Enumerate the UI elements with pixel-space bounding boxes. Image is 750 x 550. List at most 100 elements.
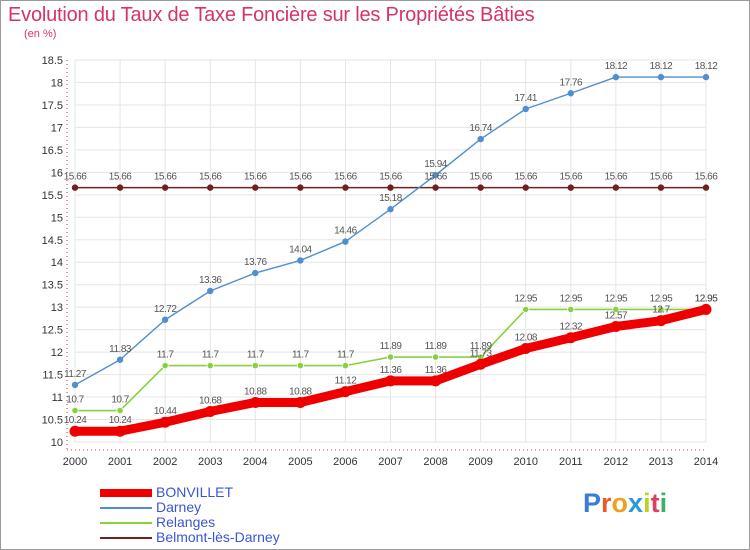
y-tick-label: 16.5: [42, 145, 63, 157]
legend-swatch: [100, 537, 152, 539]
series-darney: [71, 73, 710, 389]
y-tick-label: 10: [51, 437, 63, 449]
data-label: 12.95: [605, 293, 628, 304]
data-point: [700, 303, 712, 315]
logo-letter: i: [659, 488, 668, 518]
data-label: 12.32: [560, 322, 583, 333]
legend-label: Belmont-lès-Darney: [156, 529, 280, 545]
data-label: 17.76: [560, 77, 583, 88]
legend-swatch: [100, 489, 152, 497]
data-label: 11.7: [337, 350, 355, 361]
data-label: 11.12: [335, 376, 358, 387]
data-label: 16.74: [469, 123, 492, 134]
data-label: 15.66: [560, 172, 583, 183]
data-point: [71, 381, 79, 389]
y-tick-label: 10.5: [42, 415, 63, 427]
data-label: 12.7: [652, 305, 670, 316]
data-point: [207, 184, 214, 191]
data-labels: 15.66 15.66 15.66 15.66 15.66 15.66 15.66 15.66…: [64, 61, 719, 426]
data-point: [657, 184, 665, 191]
data-point: [657, 73, 665, 81]
data-point: [567, 90, 574, 97]
data-label: 11.36: [380, 365, 403, 376]
y-tick-label: 17: [51, 122, 63, 134]
data-label: 15.66: [199, 172, 222, 183]
proxiti-logo: Proxiti: [583, 488, 667, 519]
data-label: 10.88: [244, 386, 267, 397]
logo-letter: x: [628, 488, 644, 518]
data-point: [71, 184, 79, 191]
data-point: [475, 358, 487, 370]
data-label: 15.94: [424, 159, 447, 170]
data-point: [387, 206, 394, 213]
data-point: [655, 315, 667, 327]
data-label: 15.66: [154, 172, 177, 183]
logo-letter: i: [643, 488, 651, 518]
data-point: [69, 425, 81, 437]
data-point: [342, 184, 349, 191]
data-label: 11.89: [425, 341, 448, 352]
unit-label: (en %): [24, 28, 57, 40]
data-label: 15.66: [695, 172, 718, 183]
y-tick-label: 15: [51, 212, 63, 224]
data-label: 11.83: [109, 344, 132, 355]
data-point: [477, 184, 484, 191]
data-point: [161, 184, 169, 191]
y-tick-label: 14.5: [42, 235, 63, 247]
legend-label: Relanges: [156, 514, 216, 530]
data-label: 10.44: [154, 406, 177, 417]
x-tick-label: 2006: [333, 456, 357, 468]
y-tick-label: 17.5: [42, 100, 63, 112]
data-point: [297, 257, 304, 264]
data-point: [161, 361, 169, 370]
data-label: 11.89: [470, 341, 493, 352]
data-label: 11.73: [470, 348, 493, 359]
data-point: [612, 184, 620, 191]
y-tick-label: 18.5: [42, 55, 63, 67]
data-label: 12.72: [154, 304, 177, 315]
data-label: 17.41: [514, 93, 537, 104]
data-label: 10.88: [289, 386, 312, 397]
data-point: [116, 406, 124, 415]
data-point: [522, 105, 529, 113]
logo-letter: P: [583, 488, 602, 518]
y-tick-label: 15.5: [42, 190, 63, 202]
data-point: [431, 353, 440, 361]
data-point: [159, 416, 171, 428]
data-label: 15.66: [514, 172, 537, 183]
data-label: 15.66: [334, 172, 357, 183]
data-point: [294, 396, 306, 408]
data-point: [114, 425, 126, 437]
data-label: 15.66: [379, 172, 402, 183]
data-label: 12.08: [514, 333, 537, 344]
data-point: [567, 184, 574, 191]
data-point: [477, 135, 484, 143]
x-tick-label: 2013: [649, 456, 673, 468]
legend-swatch: [100, 522, 152, 524]
data-label: 15.66: [64, 172, 87, 183]
data-point: [567, 305, 575, 314]
logo-letter: o: [611, 488, 629, 518]
data-point: [430, 375, 442, 387]
data-point: [296, 361, 304, 370]
x-tick-label: 2008: [423, 456, 447, 468]
logo-letter: r: [601, 488, 612, 518]
data-point: [432, 184, 439, 191]
data-point: [387, 184, 394, 191]
legend-label: Darney: [156, 499, 202, 515]
data-point: [297, 184, 304, 191]
data-point: [342, 238, 349, 245]
series-bonvillet: [69, 303, 712, 437]
data-label: 11.27: [64, 369, 87, 380]
data-label: 15.66: [424, 172, 447, 183]
data-point: [339, 386, 351, 398]
data-label: 15.66: [244, 172, 267, 183]
data-point: [612, 305, 620, 314]
x-tick-label: 2007: [378, 456, 402, 468]
data-label: 14.46: [334, 226, 357, 237]
data-label: 15.66: [289, 172, 312, 183]
data-point: [251, 361, 259, 370]
data-point: [116, 356, 124, 363]
data-label: 12.57: [605, 311, 628, 322]
data-label: 11.7: [157, 350, 175, 361]
